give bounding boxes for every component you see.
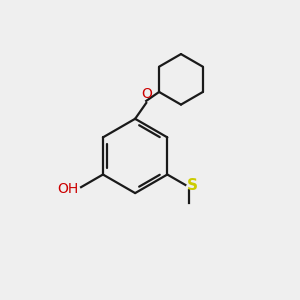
Text: OH: OH <box>58 182 79 196</box>
Text: O: O <box>141 87 152 101</box>
Text: S: S <box>187 178 198 193</box>
